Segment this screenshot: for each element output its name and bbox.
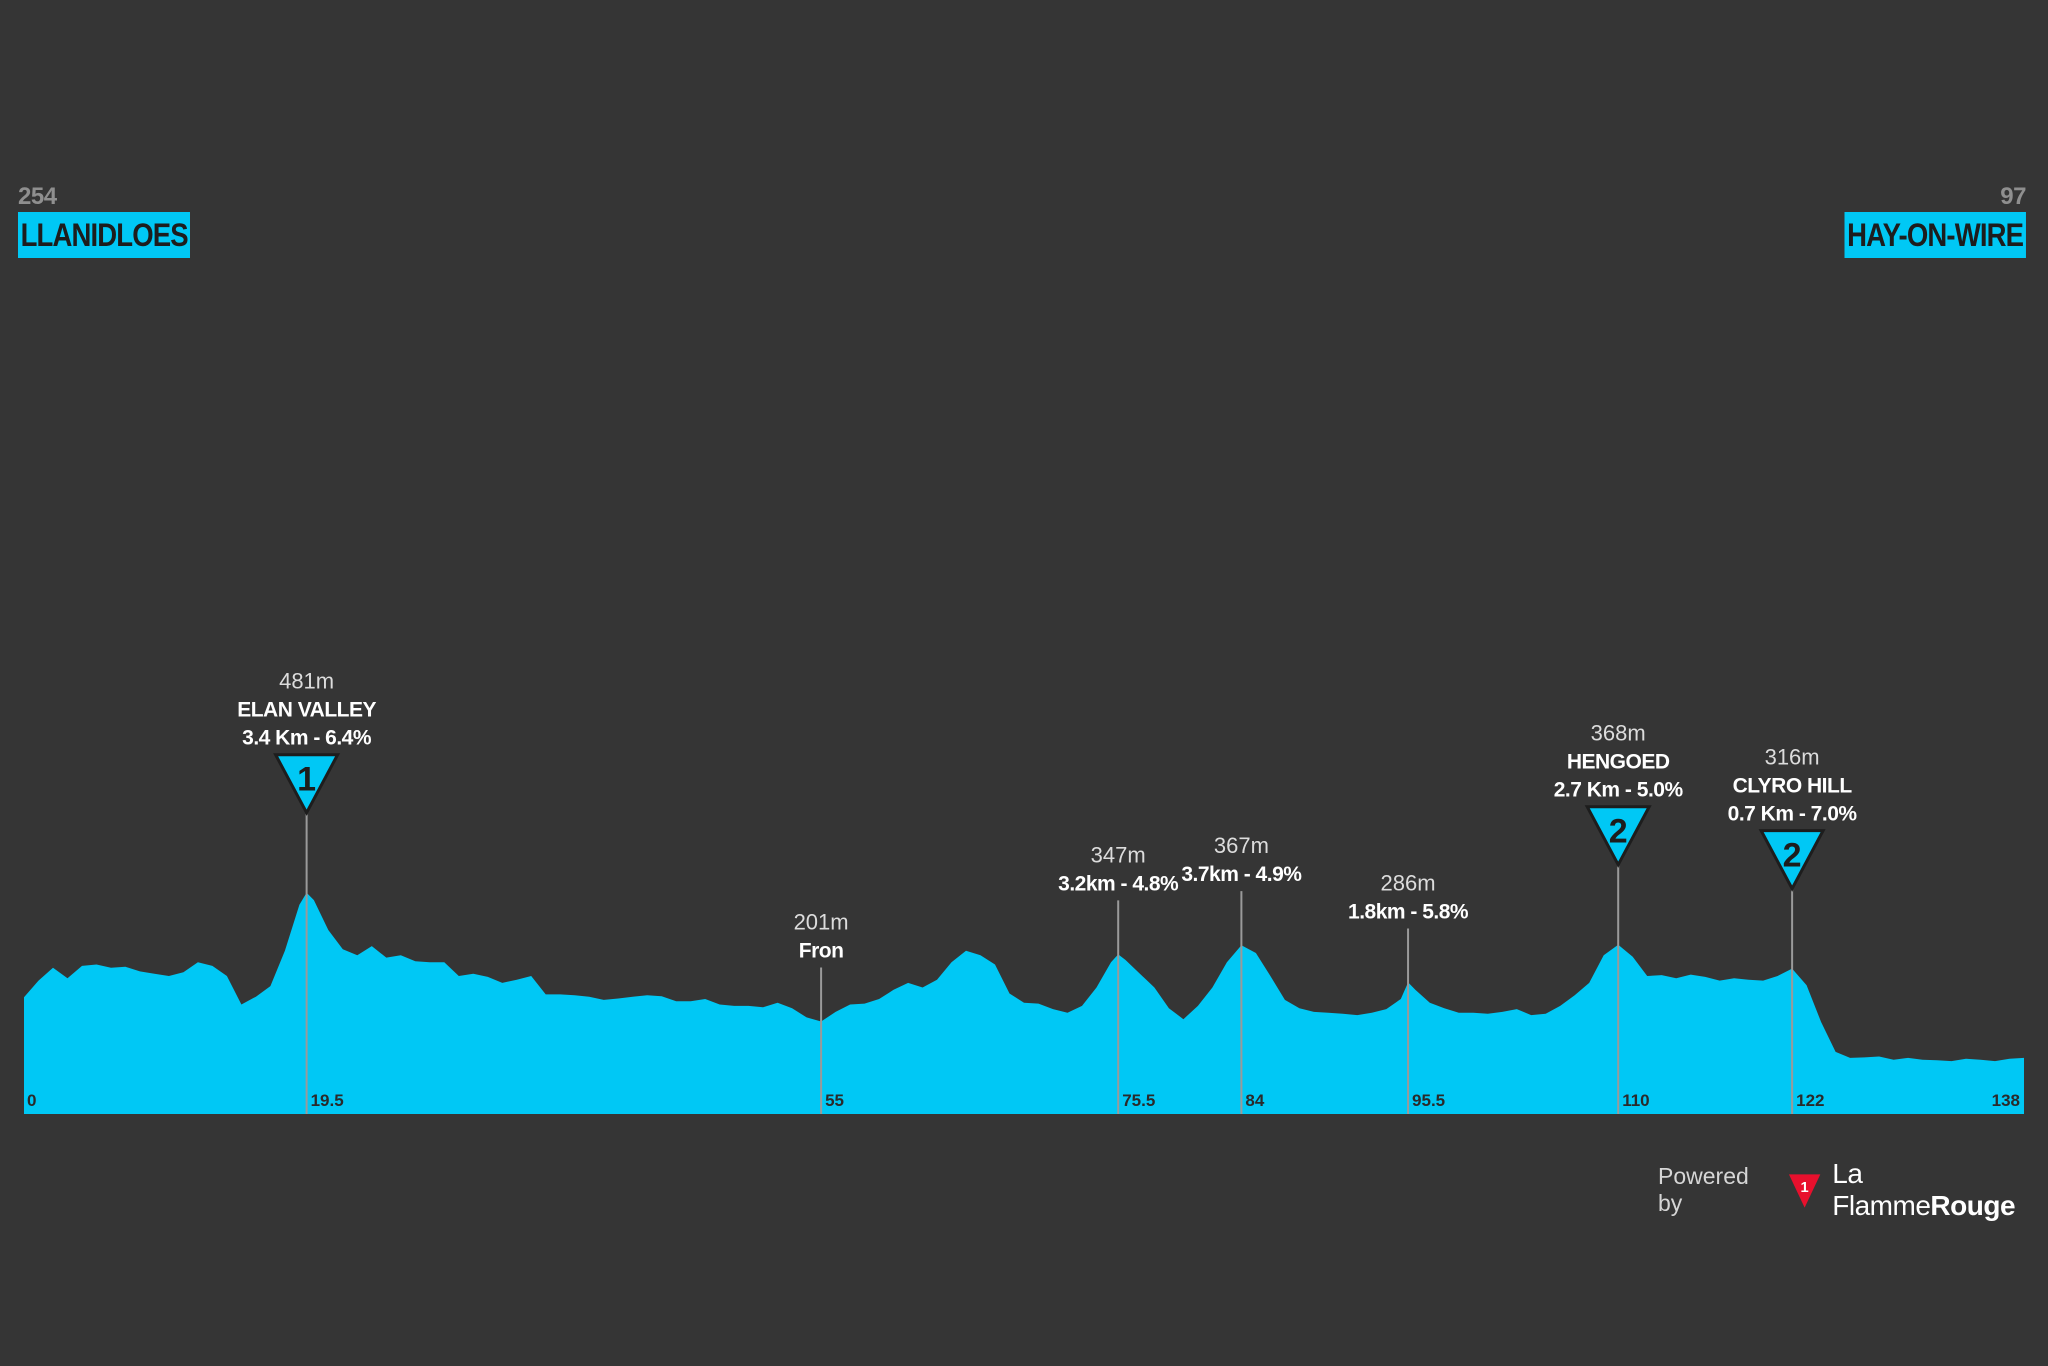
climb-marker: 1 3.4 Km - 6.4% ELAN VALLEY 481m 19.5 bbox=[237, 669, 377, 1114]
category-badge-number: 1 bbox=[297, 761, 316, 799]
brand-name-regular: La Flamme bbox=[1832, 1158, 1931, 1221]
marker-name-label: HENGOED bbox=[1567, 751, 1670, 774]
marker-name-label: CLYRO HILL bbox=[1733, 775, 1853, 798]
climb-marker: 3.7km - 4.9% 367m 84 bbox=[1181, 833, 1303, 1114]
elevation-profile-area bbox=[24, 892, 2024, 1114]
marker-detail-label: 1.8km - 5.8% bbox=[1348, 900, 1469, 923]
x-tick-label: 55 bbox=[825, 1091, 844, 1110]
marker-name-label: ELAN VALLEY bbox=[237, 699, 376, 722]
marker-altitude-label: 481m bbox=[279, 669, 334, 694]
climb-marker: 2 0.7 Km - 7.0% CLYRO HILL 316m 122 bbox=[1728, 745, 1858, 1114]
marker-altitude-label: 316m bbox=[1765, 745, 1820, 770]
flame-logo-icon: 1 bbox=[1788, 1174, 1821, 1208]
marker-detail-label: 3.7km - 4.9% bbox=[1181, 863, 1302, 886]
marker-detail-label: 3.2km - 4.8% bbox=[1058, 872, 1179, 895]
climb-marker: 1.8km - 5.8% 286m 95.5 bbox=[1348, 870, 1469, 1114]
climb-marker: Fron 201m 55 bbox=[794, 910, 849, 1114]
x-tick-label: 122 bbox=[1796, 1091, 1824, 1110]
finish-town-name: HAY-ON-WIRE bbox=[1844, 212, 2026, 258]
x-tick-label: 84 bbox=[1245, 1091, 1264, 1110]
x-tick-label: 95.5 bbox=[1412, 1091, 1445, 1110]
finish-altitude: 97 bbox=[2000, 183, 2026, 210]
marker-altitude-label: 347m bbox=[1091, 842, 1146, 867]
brand-name: La FlammeRouge bbox=[1832, 1158, 2048, 1222]
x-tick-label: 138 bbox=[1992, 1091, 2020, 1110]
start-town: 254 LLANIDLOES bbox=[18, 182, 218, 258]
climb-marker: 3.2km - 4.8% 347m 75.5 bbox=[1058, 842, 1180, 1114]
x-tick-label: 19.5 bbox=[311, 1091, 344, 1110]
marker-detail-label: 0.7 Km - 7.0% bbox=[1728, 803, 1858, 826]
climb-marker: 2 2.7 Km - 5.0% HENGOED 368m 110 bbox=[1554, 721, 1684, 1114]
category-badge-number: 2 bbox=[1609, 813, 1628, 851]
brand-name-bold: Rouge bbox=[1930, 1190, 2016, 1221]
category-badge-icon bbox=[1758, 829, 1826, 892]
start-altitude: 254 bbox=[18, 183, 57, 210]
x-tick-label: 75.5 bbox=[1122, 1091, 1155, 1110]
x-tick-label: 110 bbox=[1622, 1091, 1649, 1110]
marker-altitude-label: 286m bbox=[1381, 870, 1436, 895]
finish-town: 97 HAY-ON-WIRE bbox=[1815, 182, 2026, 258]
start-town-name: LLANIDLOES bbox=[18, 212, 191, 258]
marker-detail-label: 2.7 Km - 5.0% bbox=[1554, 779, 1684, 802]
powered-by-credit: Powered by 1 La FlammeRouge bbox=[1658, 1158, 2048, 1221]
category-badge-number: 2 bbox=[1783, 837, 1802, 875]
flame-logo-digit: 1 bbox=[1801, 1180, 1809, 1196]
marker-altitude-label: 367m bbox=[1214, 833, 1269, 858]
marker-altitude-label: 368m bbox=[1591, 721, 1646, 746]
powered-by-label: Powered by bbox=[1658, 1163, 1749, 1216]
marker-detail-label: 3.4 Km - 6.4% bbox=[242, 727, 372, 750]
category-badge-icon bbox=[1584, 805, 1652, 868]
category-badge-icon bbox=[273, 753, 341, 816]
marker-altitude-label: 201m bbox=[794, 910, 849, 935]
x-tick-label: 0 bbox=[27, 1091, 36, 1110]
marker-name-label: Fron bbox=[799, 940, 844, 963]
